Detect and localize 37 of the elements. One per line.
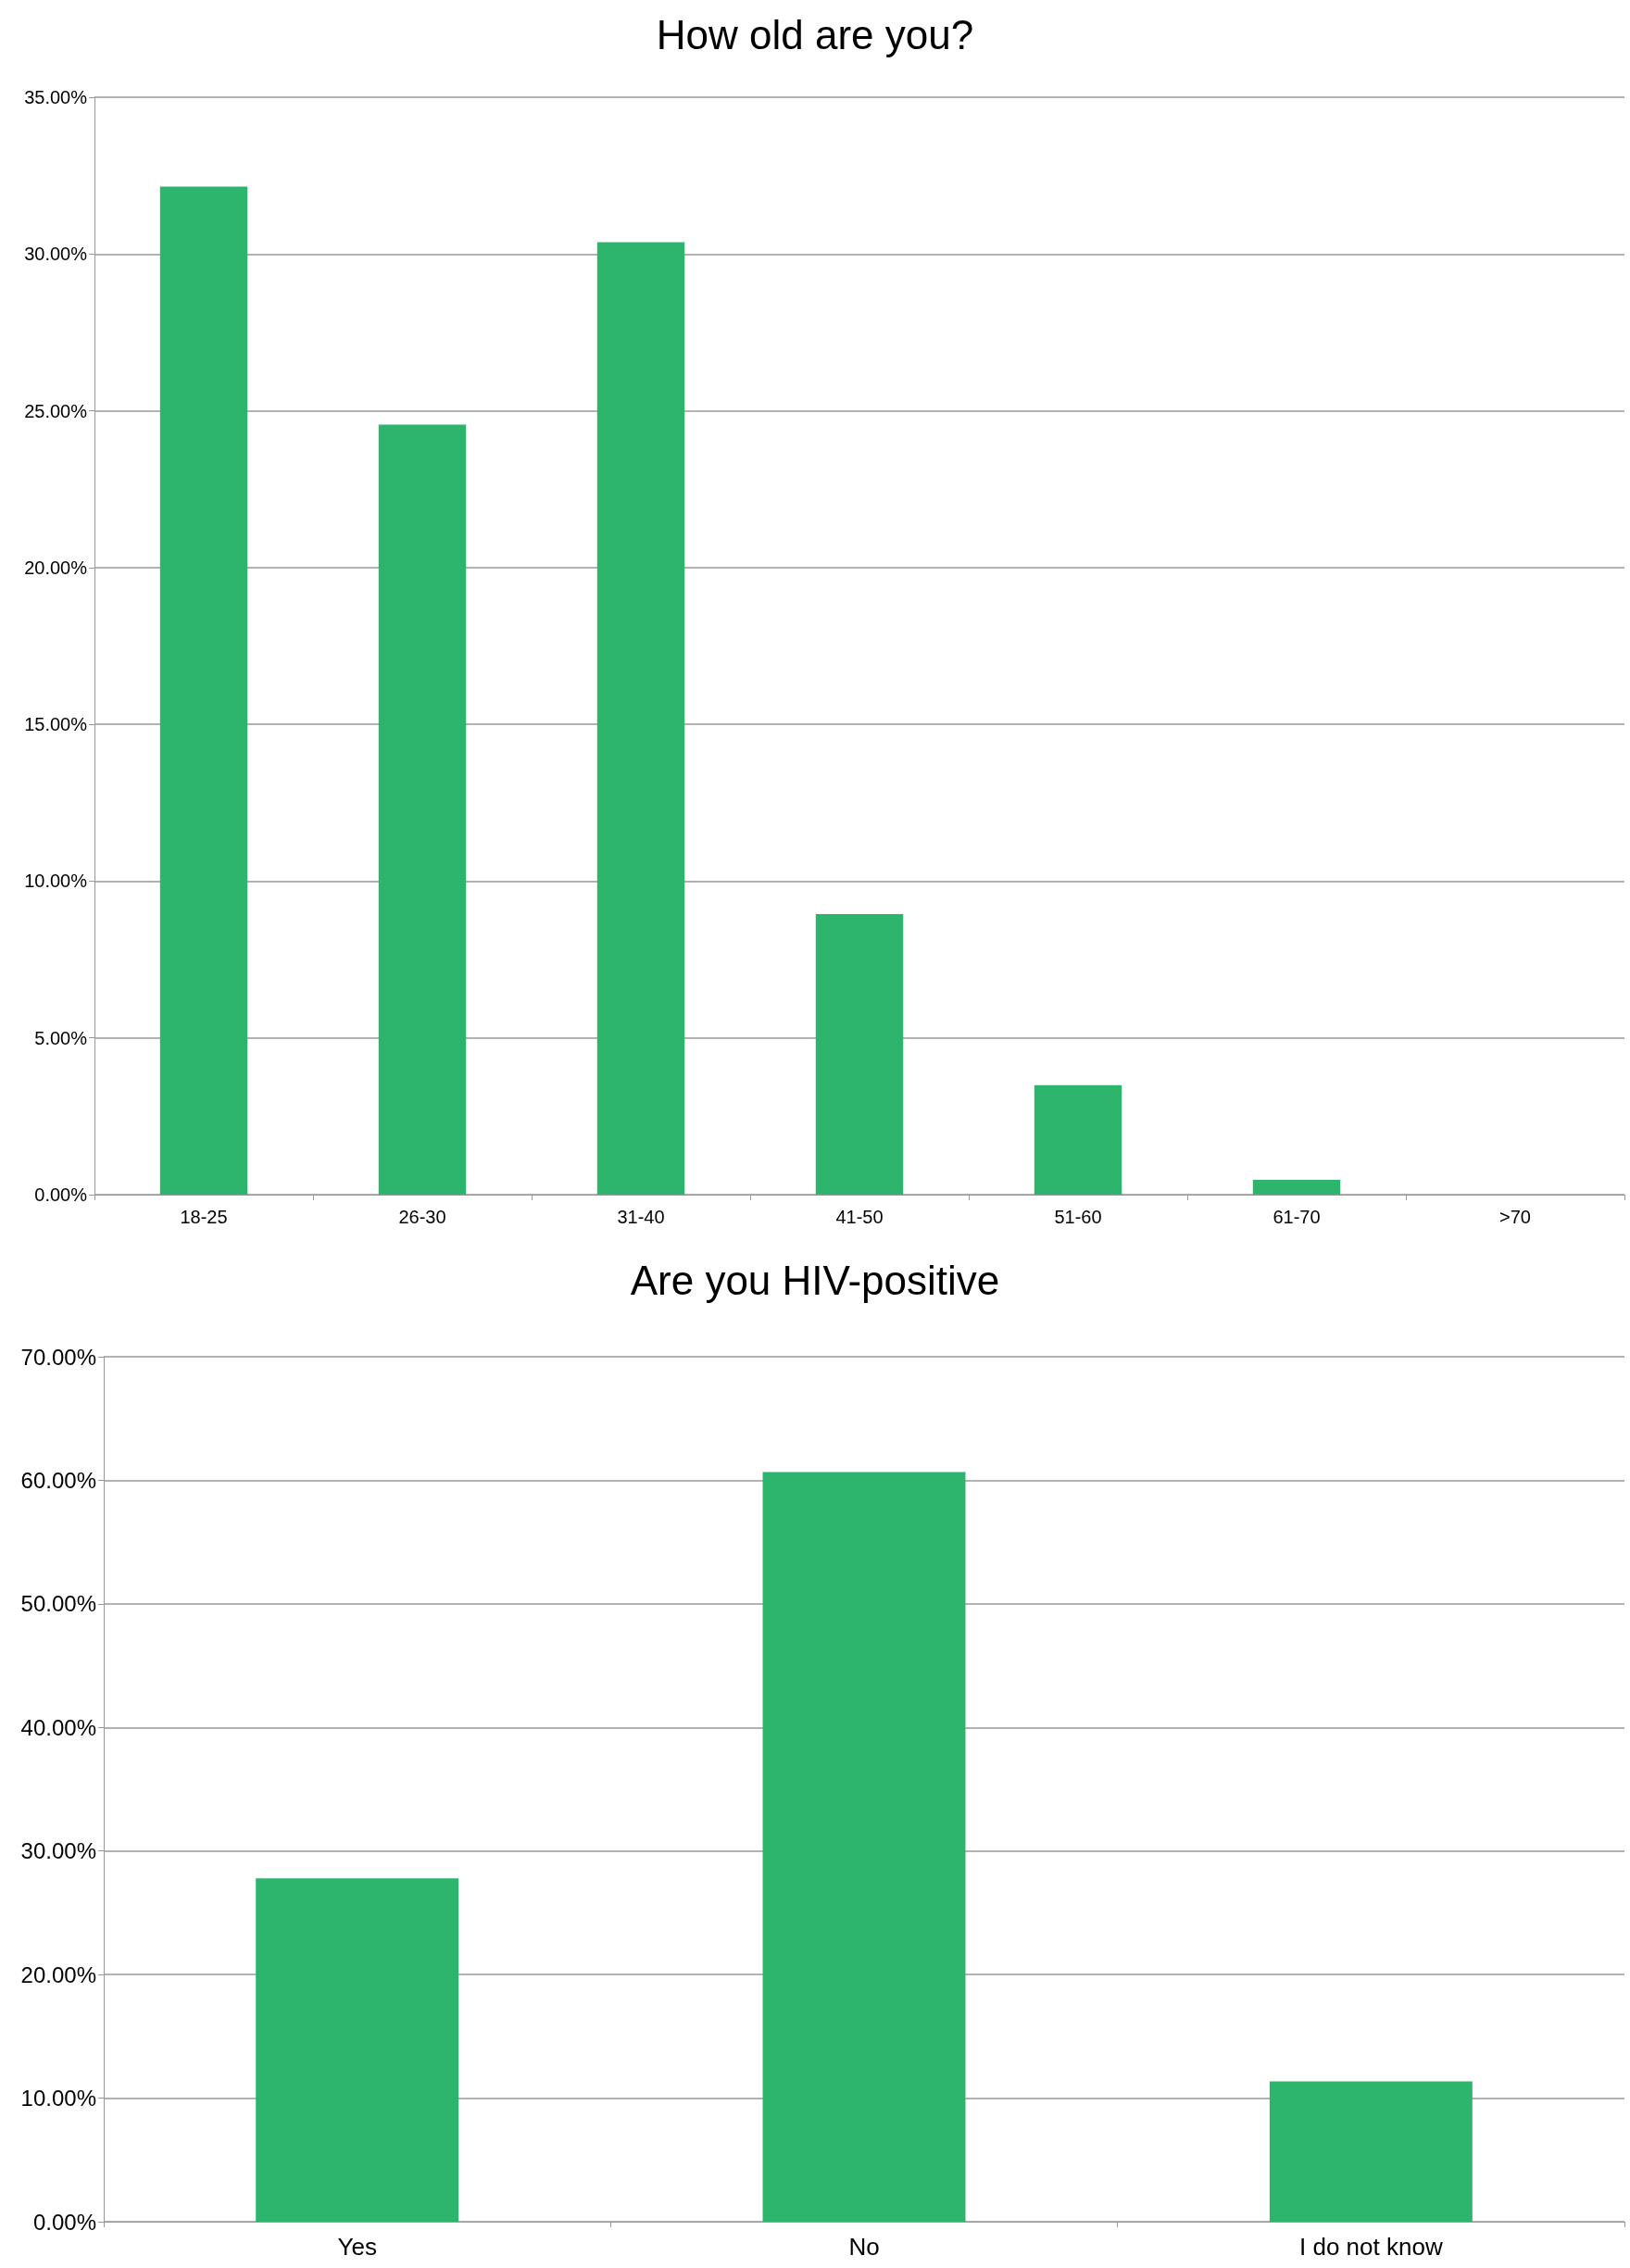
y-tick-label: 35.00% bbox=[24, 87, 88, 107]
x-tick-label: 26-30 bbox=[398, 1207, 446, 1227]
x-tick-label: 61-70 bbox=[1273, 1207, 1321, 1227]
bar bbox=[596, 242, 685, 1195]
chart-title: How old are you? bbox=[656, 11, 974, 57]
y-tick-label: 20.00% bbox=[24, 557, 88, 578]
y-tick-label: 10.00% bbox=[20, 2086, 96, 2111]
bar bbox=[1252, 1180, 1341, 1195]
x-tick-label: 51-60 bbox=[1054, 1207, 1102, 1227]
x-tick-label: >70 bbox=[1499, 1207, 1531, 1227]
y-tick-label: 10.00% bbox=[24, 871, 88, 892]
y-tick-label: 15.00% bbox=[24, 714, 88, 735]
x-tick-label: 31-40 bbox=[617, 1207, 665, 1227]
y-tick-label: 60.00% bbox=[20, 1467, 96, 1493]
bar bbox=[159, 186, 248, 1195]
y-tick-label: 30.00% bbox=[24, 244, 88, 265]
y-tick-label: 30.00% bbox=[20, 1838, 96, 1864]
y-tick-label: 50.00% bbox=[20, 1591, 96, 1617]
y-tick-label: 5.00% bbox=[34, 1027, 88, 1048]
y-tick-label: 0.00% bbox=[32, 2209, 96, 2235]
x-tick-label: 41-50 bbox=[835, 1207, 884, 1227]
x-tick-label: I do not know bbox=[1299, 2233, 1443, 2261]
y-tick-label: 40.00% bbox=[20, 1714, 96, 1740]
chart-title: Are you HIV-positive bbox=[630, 1257, 1000, 1303]
x-tick-label: Yes bbox=[337, 2233, 377, 2261]
bar bbox=[1269, 2081, 1473, 2222]
bar bbox=[378, 424, 467, 1195]
x-tick-label: No bbox=[848, 2233, 880, 2261]
y-tick-label: 25.00% bbox=[24, 400, 88, 421]
bar bbox=[815, 913, 904, 1195]
bar bbox=[256, 1878, 459, 2222]
y-tick-label: 0.00% bbox=[34, 1184, 88, 1205]
y-tick-label: 70.00% bbox=[20, 1344, 96, 1370]
bar bbox=[762, 1472, 966, 2222]
bar bbox=[1034, 1084, 1122, 1195]
y-tick-label: 20.00% bbox=[20, 1961, 96, 1987]
x-tick-label: 18-25 bbox=[180, 1207, 228, 1227]
